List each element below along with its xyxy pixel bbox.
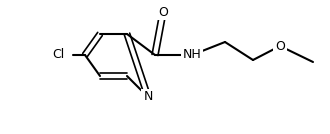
Text: Cl: Cl xyxy=(52,49,64,62)
Text: N: N xyxy=(143,90,153,103)
Text: O: O xyxy=(275,40,285,53)
Text: NH: NH xyxy=(182,49,201,62)
Text: O: O xyxy=(158,5,168,18)
